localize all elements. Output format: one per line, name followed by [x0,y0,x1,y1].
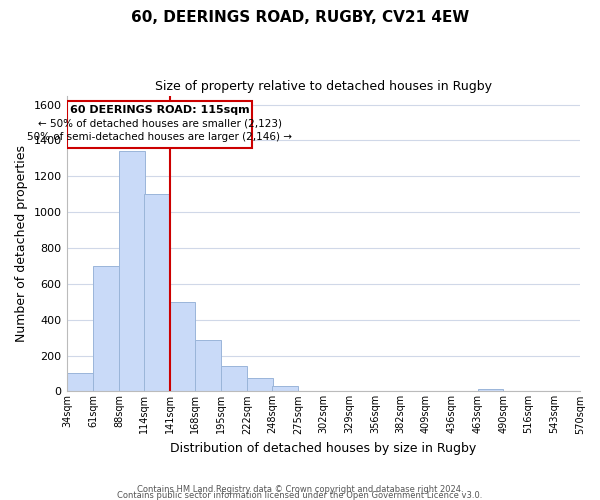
Text: 60, DEERINGS ROAD, RUGBY, CV21 4EW: 60, DEERINGS ROAD, RUGBY, CV21 4EW [131,10,469,25]
Bar [67,374,93,392]
Text: 50% of semi-detached houses are larger (2,146) →: 50% of semi-detached houses are larger (… [27,132,292,141]
Bar [170,302,196,392]
Title: Size of property relative to detached houses in Rugby: Size of property relative to detached ho… [155,80,492,93]
Text: Contains public sector information licensed under the Open Government Licence v3: Contains public sector information licen… [118,490,482,500]
Bar [144,194,170,392]
Bar [119,151,145,392]
Y-axis label: Number of detached properties: Number of detached properties [15,145,28,342]
Bar [221,366,247,392]
Bar [93,266,119,392]
Bar [67,101,252,148]
Bar [478,388,503,392]
Text: 60 DEERINGS ROAD: 115sqm: 60 DEERINGS ROAD: 115sqm [70,104,250,115]
Bar [247,378,273,392]
X-axis label: Distribution of detached houses by size in Rugby: Distribution of detached houses by size … [170,442,477,455]
Text: Contains HM Land Registry data © Crown copyright and database right 2024.: Contains HM Land Registry data © Crown c… [137,484,463,494]
Bar [196,340,221,392]
Bar [272,386,298,392]
Text: ← 50% of detached houses are smaller (2,123): ← 50% of detached houses are smaller (2,… [38,118,281,128]
